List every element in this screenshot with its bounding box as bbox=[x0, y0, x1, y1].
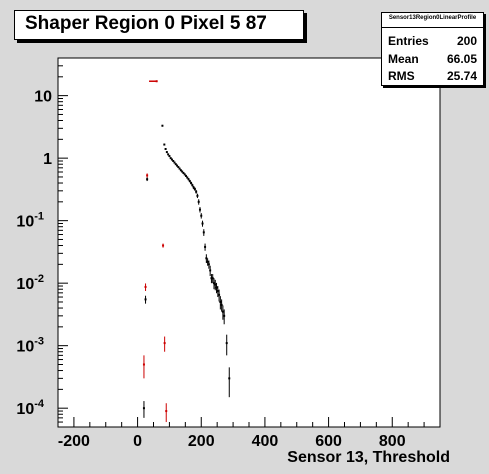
data-point bbox=[218, 293, 221, 296]
data-point bbox=[200, 214, 203, 217]
data-point bbox=[165, 151, 168, 154]
data-point bbox=[182, 171, 185, 174]
data-point bbox=[163, 143, 166, 146]
plot-frame bbox=[57, 57, 441, 428]
data-point bbox=[168, 155, 171, 158]
x-tick-label: 200 bbox=[188, 433, 215, 450]
x-axis: -200 0 200 400 600 800 bbox=[57, 417, 441, 450]
data-point bbox=[207, 263, 210, 266]
data-point bbox=[219, 300, 222, 303]
data-point bbox=[188, 180, 191, 183]
stats-value-rms: 25.74 bbox=[446, 69, 477, 83]
y-tick-label: 10-1 bbox=[16, 211, 44, 231]
data-point bbox=[170, 158, 173, 161]
stats-value-entries: 200 bbox=[456, 34, 477, 48]
x-tick-label: -200 bbox=[58, 433, 90, 450]
data-point bbox=[195, 190, 198, 193]
data-point bbox=[202, 231, 205, 234]
data-point bbox=[169, 157, 172, 160]
data-point bbox=[206, 260, 209, 263]
stats-name: Sensor13Region0LinearProfile bbox=[388, 15, 477, 21]
x-tick-label: 400 bbox=[252, 433, 279, 450]
stats-label-entries: Entries bbox=[388, 34, 429, 48]
y-tick-label: 10-4 bbox=[16, 398, 44, 418]
data-point bbox=[146, 174, 149, 177]
stats-label-rms: RMS bbox=[388, 69, 415, 83]
data-point bbox=[181, 170, 184, 173]
data-point bbox=[196, 194, 199, 197]
data-point bbox=[173, 161, 176, 164]
data-point bbox=[228, 377, 231, 380]
data-point bbox=[214, 283, 217, 286]
data-point bbox=[164, 148, 167, 151]
chart-title: Shaper Region 0 Pixel 5 87 bbox=[25, 13, 267, 34]
data-point bbox=[191, 184, 194, 187]
data-point bbox=[179, 169, 182, 172]
series-0 bbox=[142, 124, 231, 418]
data-point bbox=[216, 289, 219, 292]
x-tick-label: 600 bbox=[315, 433, 342, 450]
data-point bbox=[209, 269, 212, 272]
data-point bbox=[163, 342, 166, 345]
data-point bbox=[215, 286, 218, 289]
data-point bbox=[201, 222, 204, 225]
y-tick-label: 10-2 bbox=[16, 273, 44, 293]
data-point bbox=[142, 407, 145, 410]
data-point bbox=[220, 303, 223, 306]
stats-label-mean: Mean bbox=[388, 52, 419, 66]
data-point bbox=[144, 298, 147, 301]
y-axis: 10 1 10-1 10-2 10-3 10-4 bbox=[16, 57, 68, 428]
data-point bbox=[198, 208, 201, 211]
data-point bbox=[165, 410, 168, 413]
data-point bbox=[178, 167, 181, 170]
data-point bbox=[193, 188, 196, 191]
x-tick-label: 800 bbox=[379, 433, 406, 450]
data-point bbox=[142, 363, 145, 366]
data-point bbox=[187, 178, 190, 181]
data-point bbox=[212, 282, 215, 285]
stats-value-mean: 66.05 bbox=[446, 52, 477, 66]
data-marks bbox=[142, 80, 231, 423]
data-point bbox=[172, 160, 175, 163]
data-point bbox=[223, 314, 226, 317]
series-1 bbox=[142, 80, 168, 423]
data-point bbox=[225, 342, 228, 345]
data-point bbox=[162, 244, 165, 247]
data-point bbox=[184, 174, 187, 177]
data-point bbox=[183, 173, 186, 176]
data-point bbox=[167, 153, 170, 156]
x-axis-label: Sensor 13, Threshold bbox=[287, 449, 450, 466]
data-point bbox=[146, 178, 149, 181]
data-point bbox=[192, 186, 195, 189]
data-point bbox=[144, 285, 147, 288]
data-point bbox=[177, 166, 180, 169]
data-point bbox=[197, 200, 200, 203]
y-tick-label: 1 bbox=[43, 151, 52, 168]
data-point bbox=[190, 182, 193, 185]
data-point bbox=[210, 277, 213, 280]
y-tick-label: 10 bbox=[34, 89, 52, 106]
data-point bbox=[176, 164, 179, 167]
data-point bbox=[174, 163, 177, 166]
stats-box: Sensor13Region0LinearProfile Entries 200… bbox=[381, 12, 484, 86]
data-point bbox=[186, 176, 189, 179]
chart-title-box: Shaper Region 0 Pixel 5 87 bbox=[14, 10, 304, 40]
data-point bbox=[221, 310, 224, 313]
stats-divider bbox=[382, 27, 483, 28]
data-point bbox=[205, 257, 208, 260]
data-point bbox=[204, 245, 207, 248]
data-point bbox=[211, 277, 214, 280]
y-tick-label: 10-3 bbox=[16, 336, 44, 356]
x-tick-label: 0 bbox=[133, 433, 142, 450]
data-point bbox=[161, 124, 164, 127]
